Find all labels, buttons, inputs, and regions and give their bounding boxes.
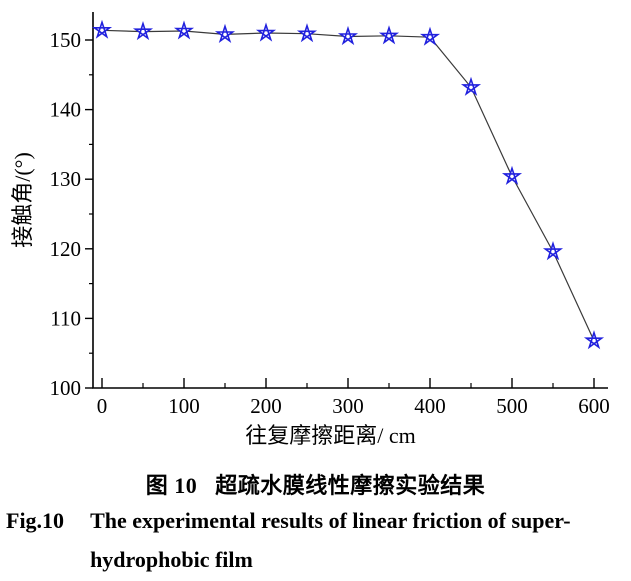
x-axis-title: 往复摩擦距离/ cm bbox=[245, 423, 416, 448]
data-point-marker bbox=[419, 26, 441, 46]
y-tick-label: 150 bbox=[50, 28, 82, 52]
y-tick-label: 130 bbox=[50, 167, 82, 191]
caption-english-number: Fig.10 bbox=[6, 508, 65, 533]
x-tick-label: 400 bbox=[414, 394, 446, 418]
data-point-marker bbox=[542, 241, 564, 261]
x-tick-label: 500 bbox=[496, 394, 528, 418]
caption-english: Fig.10 The experimental results of linea… bbox=[6, 508, 626, 573]
data-point-marker bbox=[583, 330, 605, 350]
caption-english-line1: The experimental results of linear frict… bbox=[90, 508, 571, 533]
x-tick-label: 600 bbox=[578, 394, 610, 418]
y-tick-label: 110 bbox=[50, 306, 81, 330]
data-line bbox=[101, 29, 595, 341]
caption-chinese: 图 10 超疏水膜线性摩擦实验结果 bbox=[0, 468, 631, 500]
x-tick-label: 300 bbox=[332, 394, 364, 418]
y-tick-label: 140 bbox=[50, 98, 82, 122]
x-tick-label: 100 bbox=[168, 394, 200, 418]
data-point-marker bbox=[460, 76, 482, 96]
y-tick-label: 100 bbox=[50, 376, 82, 400]
caption-chinese-number: 图 10 bbox=[145, 473, 198, 498]
data-point-marker bbox=[214, 23, 236, 43]
chart-svg: 0 100 200 300 400 500 600 100 110 120 130 140 150 往复摩… bbox=[10, 12, 610, 448]
plot-axes bbox=[92, 12, 608, 389]
y-axis-title: 接触角/(°) bbox=[10, 152, 35, 248]
data-point-marker bbox=[501, 165, 523, 186]
y-tick-label: 120 bbox=[50, 237, 82, 261]
caption-english-line2: hydrophobic film bbox=[90, 547, 253, 572]
x-tick-label: 0 bbox=[97, 394, 108, 418]
data-point-marker bbox=[296, 23, 318, 43]
data-point-marker bbox=[255, 22, 277, 42]
data-point-marker bbox=[378, 25, 400, 45]
caption-chinese-text: 超疏水膜线性摩擦实验结果 bbox=[215, 473, 486, 498]
data-point-marker bbox=[91, 19, 113, 39]
data-point-marker bbox=[173, 20, 195, 40]
x-tick-label: 200 bbox=[250, 394, 282, 418]
data-point-marker bbox=[337, 25, 359, 46]
caption-english-lines: The experimental results of linear frict… bbox=[90, 508, 570, 573]
data-point-marker bbox=[132, 21, 154, 41]
